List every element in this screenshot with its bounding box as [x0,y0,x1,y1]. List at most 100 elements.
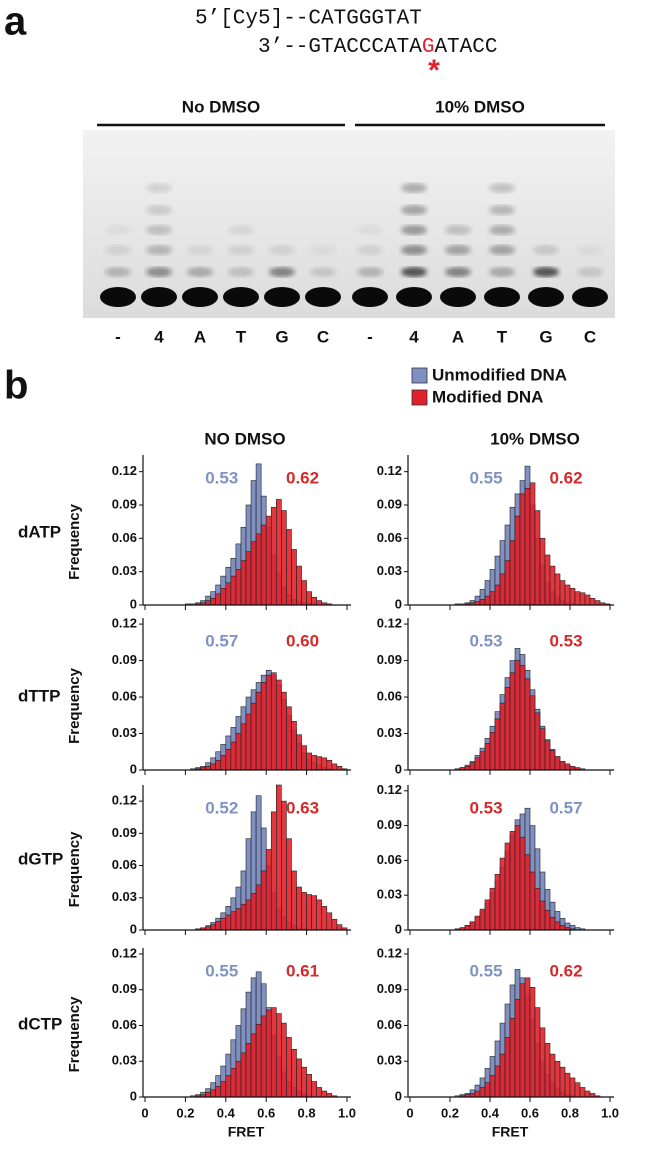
y-tick-label: 0.12 [112,463,137,478]
bar-modified [484,595,491,606]
y-tick-label: 0.12 [377,782,402,797]
bar-modified [494,874,501,931]
gel-band [146,205,172,215]
gel-band [269,245,295,255]
gel-band [352,287,388,307]
bar-modified [235,1060,242,1098]
peak-annotation: 0.62 [286,468,319,487]
y-tick-label: 0 [130,1088,137,1103]
bar-modified [210,763,216,771]
bar-modified [534,887,541,931]
bar-modified [291,549,297,606]
bar-modified [519,493,526,606]
bar-modified [524,678,531,771]
bar-modified [559,761,566,771]
peak-annotation: 0.57 [549,798,582,817]
peak-annotation: 0.63 [286,798,319,817]
row-label: dATP [18,522,61,541]
y-tick-label: 0 [395,1088,402,1103]
gel-band [572,287,608,307]
y-tick-label: 0.09 [377,652,402,667]
y-tick-label: 0.03 [112,725,137,740]
bar-modified [544,740,551,771]
gel-band [401,183,427,193]
bar-modified [291,870,297,931]
bar-modified [225,582,232,606]
bar-modified [270,811,277,931]
bar-modified [564,763,571,771]
y-tick-label: 0.09 [112,496,137,511]
y-tick-label: 0 [395,921,402,936]
bar-modified [306,894,312,931]
peak-annotation: 0.53 [469,798,502,817]
bar-modified [534,510,541,606]
bar-modified [275,784,282,931]
y-tick-label: 0.12 [377,463,402,478]
gel-band [187,267,213,277]
y-tick-label: 0.06 [112,857,137,872]
bar-modified [316,600,323,606]
row-label: dTTP [18,686,61,705]
bar-modified [589,598,596,606]
gel [83,130,615,318]
bar-modified [529,482,536,606]
bar-modified [255,1023,262,1098]
bar-modified [301,1066,307,1098]
bar-modified [549,750,556,771]
bar-modified [504,1037,511,1098]
bar-modified [574,591,581,606]
y-tick-label: 0.06 [377,1017,402,1032]
bar-modified [594,600,601,606]
bar-modified [499,573,506,606]
bar-modified [554,756,561,771]
bar-modified [235,733,242,771]
peak-annotation: 0.60 [286,631,319,650]
bar-modified [529,987,536,1098]
bar-modified [225,914,232,931]
bar-modified [579,592,586,606]
bar-modified [260,1015,267,1098]
bar-modified [210,924,216,931]
bar-modified [499,1053,506,1098]
peak-annotation: 0.62 [549,468,582,487]
bar-modified [225,749,232,771]
bar-modified [230,741,237,771]
bar-modified [489,887,496,931]
bar-modified [474,915,481,931]
lane-label: C [584,327,596,346]
bar-modified [245,713,252,771]
bar-modified [281,800,287,931]
bar-modified [494,1065,501,1098]
y-tick-label: 0 [130,921,137,936]
bar-modified [215,759,222,771]
bar-modified [519,983,526,1098]
x-tick-label: 0.6 [521,1105,539,1120]
bar-modified [539,1027,546,1098]
lane-label: 4 [154,327,164,346]
bar-modified [499,857,506,931]
bar-modified [286,1037,292,1098]
y-axis-label: Frequency [66,831,83,908]
peak-annotation: 0.61 [286,961,319,980]
bar-modified [265,849,272,931]
bar-modified [494,718,501,771]
legend-swatch [411,367,428,384]
bar-modified [559,1066,566,1098]
peak-annotation: 0.52 [205,798,238,817]
lane-label: - [115,327,121,346]
bar-modified [250,893,257,931]
gel-band [264,287,300,307]
bar-modified [509,1018,516,1098]
gel-band [445,267,471,277]
bar-modified [331,918,338,931]
gel-band [440,287,476,307]
bar-modified [484,742,491,771]
x-tick-label: 0.8 [298,1105,316,1120]
y-tick-label: 0 [130,761,137,776]
bar-modified [296,565,302,606]
bar-modified [270,506,277,606]
panel-label: b [4,364,28,408]
sequence-top: 5’[Cy5]--CATGGGTAT [195,8,422,31]
bar-modified [509,672,516,771]
y-axis-label: Frequency [66,667,83,744]
